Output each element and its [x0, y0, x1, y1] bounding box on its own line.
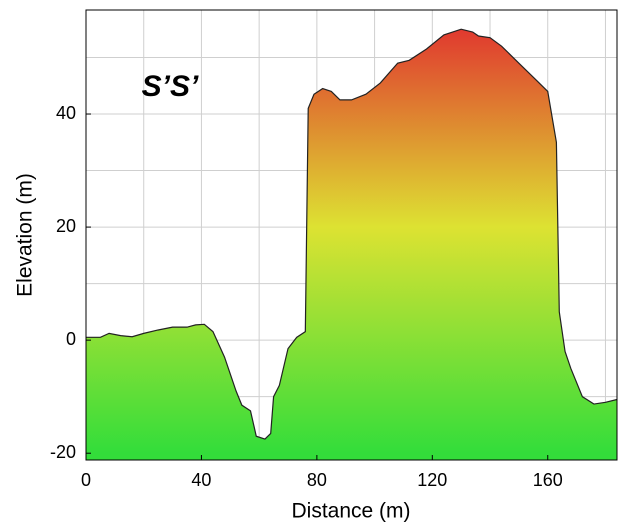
- annotation: S’S’: [142, 70, 199, 103]
- y-tick-label: 40: [56, 103, 76, 123]
- plot-frame: [85, 9, 618, 461]
- elevation-area: [86, 29, 617, 461]
- x-tick-label: 120: [417, 470, 447, 490]
- x-tick-label: 160: [533, 470, 563, 490]
- x-tick-label: 0: [81, 470, 91, 490]
- x-tick-label: 80: [307, 470, 327, 490]
- y-tick-label: 0: [66, 329, 76, 349]
- y-tick-label: 20: [56, 216, 76, 236]
- elevation-outline: [86, 28, 618, 440]
- y-axis-label: Elevation (m): [14, 173, 37, 297]
- x-tick-label: 40: [191, 470, 211, 490]
- x-axis-label: Distance (m): [291, 500, 410, 523]
- y-tick-label: -20: [50, 442, 76, 462]
